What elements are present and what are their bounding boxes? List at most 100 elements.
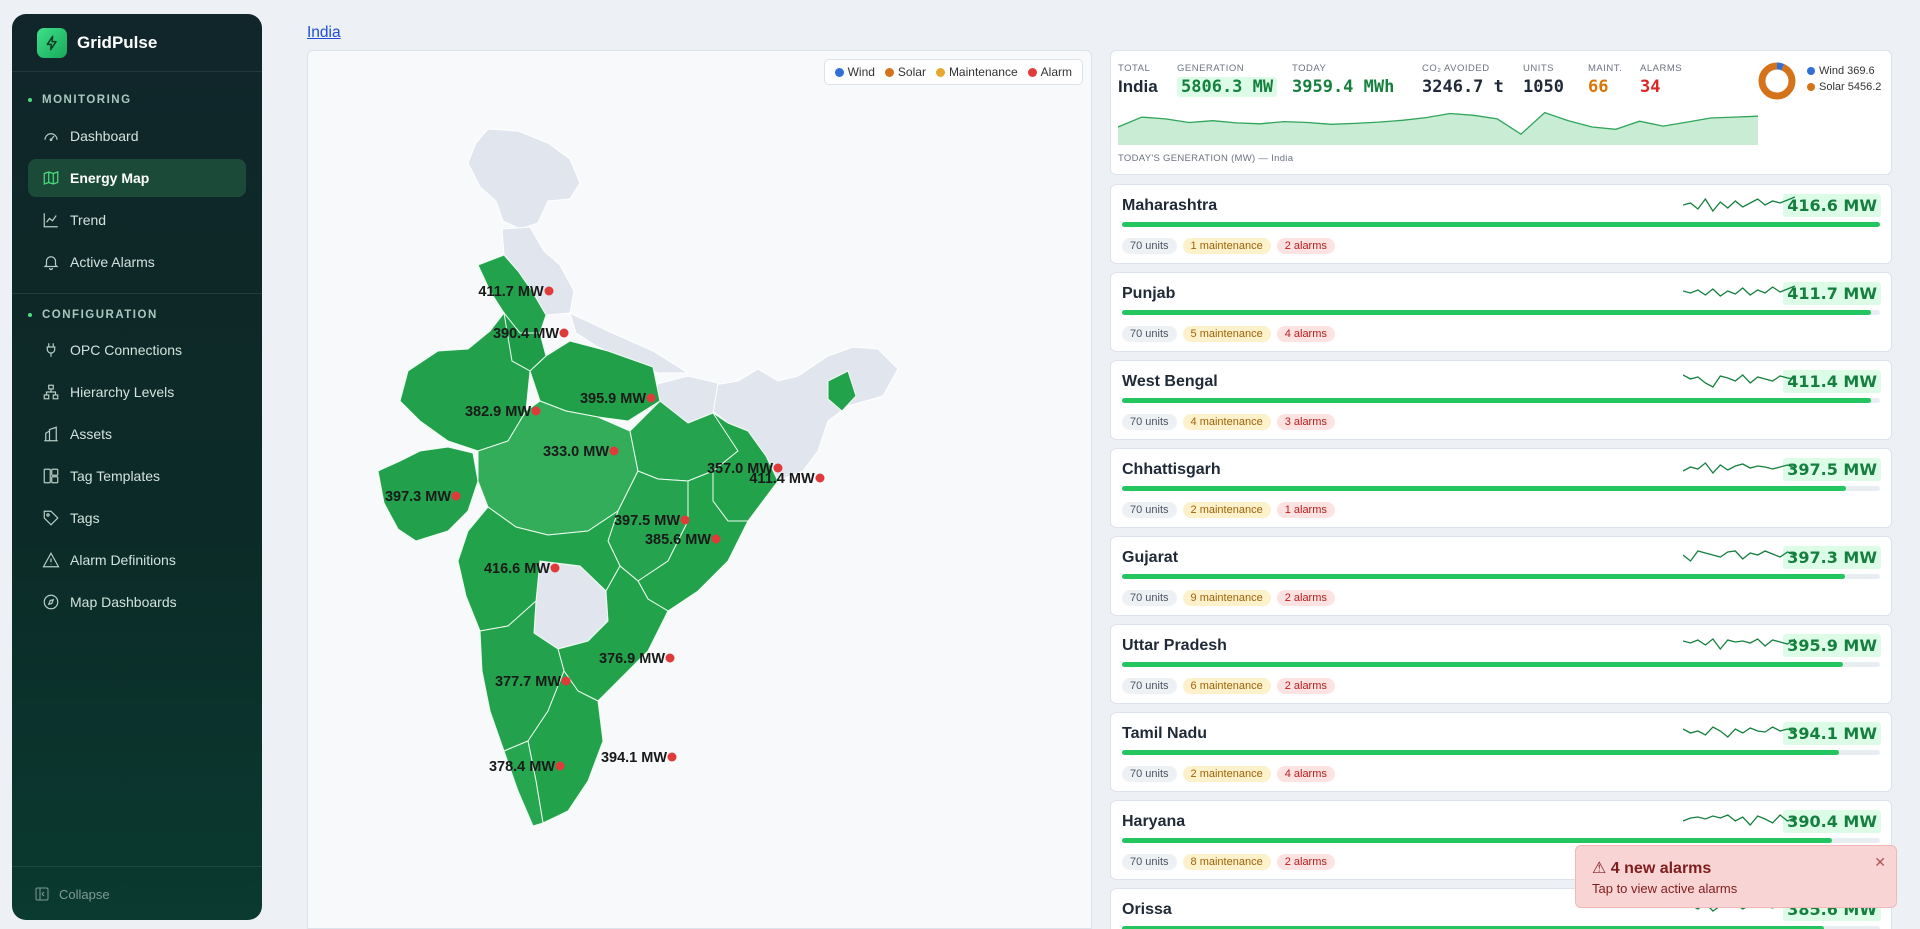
generation-line xyxy=(1118,111,1758,136)
close-icon[interactable]: ✕ xyxy=(1874,854,1886,870)
alarm-marker-11[interactable] xyxy=(665,653,675,663)
map-label-7[interactable]: 397.3 MW xyxy=(385,489,451,505)
stat-co2: CO₂ AVOIDED 3246.7 t xyxy=(1422,63,1504,97)
sidebar-item-assets[interactable]: Assets xyxy=(28,415,246,453)
map-label-14[interactable]: 378.4 MW xyxy=(489,759,555,775)
state-name: Uttar Pradesh xyxy=(1122,637,1227,654)
alarm-marker-2[interactable] xyxy=(531,406,541,416)
sidebar-item-energy-map[interactable]: Energy Map xyxy=(28,159,246,197)
hierarchy-icon xyxy=(43,384,59,400)
collapse-icon xyxy=(35,887,49,901)
alarms-chip: 4 alarms xyxy=(1276,766,1335,782)
legend-wind[interactable]: Wind xyxy=(834,65,875,79)
generation-bar xyxy=(1122,574,1880,579)
map-label-5[interactable]: 357.0 MW xyxy=(707,461,773,477)
map-label-13[interactable]: 394.1 MW xyxy=(601,750,667,766)
energy-map[interactable]: 411.7 MW 390.4 MW 382.9 MW 395.9 MW 333.0 MW… xyxy=(307,50,1092,929)
map-label-11[interactable]: 376.9 MW xyxy=(599,651,665,667)
state-chips: 70 units 5 maintenance 4 alarms xyxy=(1122,326,1335,342)
alarm-toast[interactable]: ⚠ 4 new alarms Tap to view active alarms… xyxy=(1575,845,1897,908)
state-card[interactable]: Chhattisgarh 397.5 MW 70 units 2 maintenanc… xyxy=(1110,448,1892,528)
alarm-marker-0[interactable] xyxy=(544,286,554,296)
alarms-chip: 2 alarms xyxy=(1276,854,1335,870)
stat-units: UNITS 1050 xyxy=(1523,63,1564,97)
alarm-marker-1[interactable] xyxy=(559,328,569,338)
state-list: Maharashtra 416.6 MW 70 units 1 maintenance… xyxy=(1110,184,1892,929)
state-sparkline xyxy=(1683,285,1795,297)
state-name: Haryana xyxy=(1122,813,1186,830)
state-name: Tamil Nadu xyxy=(1122,725,1208,742)
andhra-region xyxy=(557,565,669,702)
map-label-3[interactable]: 395.9 MW xyxy=(580,391,646,407)
maintenance-chip: 4 maintenance xyxy=(1182,414,1271,430)
summary-card: TOTAL India GENERATION 5806.3 MW TODAY 3… xyxy=(1110,50,1892,175)
brand[interactable]: GridPulse xyxy=(12,14,262,72)
state-card[interactable]: Maharashtra 416.6 MW 70 units 1 maintenance… xyxy=(1110,184,1892,264)
map-label-0[interactable]: 411.7 MW xyxy=(478,284,544,300)
generation-area xyxy=(1118,112,1758,145)
sidebar-item-alarm-definitions[interactable]: Alarm Definitions xyxy=(28,541,246,579)
state-card[interactable]: Uttar Pradesh 395.9 MW 70 units 6 maintenan… xyxy=(1110,624,1892,704)
state-card[interactable]: West Bengal 411.4 MW 70 units 4 maintenance… xyxy=(1110,360,1892,440)
state-mw: 397.3 MW xyxy=(1783,546,1881,569)
alarm-marker-3[interactable] xyxy=(646,393,656,403)
map-label-9[interactable]: 385.6 MW xyxy=(645,532,711,548)
sidebar-item-map-dashboards[interactable]: Map Dashboards xyxy=(28,583,246,621)
sidebar-item-tags[interactable]: Tags xyxy=(28,499,246,537)
sidebar-item-trend[interactable]: Trend xyxy=(28,201,246,239)
alarm-marker-12[interactable] xyxy=(561,676,571,686)
sidebar-item-opc-connections[interactable]: OPC Connections xyxy=(28,331,246,369)
alarm-marker-8[interactable] xyxy=(680,515,690,525)
state-mw: 411.4 MW xyxy=(1783,370,1881,393)
state-sparkline xyxy=(1683,814,1795,826)
map-label-10[interactable]: 416.6 MW xyxy=(484,561,550,577)
alarm-marker-7[interactable] xyxy=(451,491,461,501)
sidebar-item-tag-templates[interactable]: Tag Templates xyxy=(28,457,246,495)
orissa-region xyxy=(637,470,749,612)
warning-icon xyxy=(42,552,60,568)
section-title-monitoring: MONITORING xyxy=(28,94,132,106)
units-chip: 70 units xyxy=(1122,414,1177,430)
sidebar-item-active-alarms[interactable]: Active Alarms xyxy=(28,243,246,281)
sidebar-item-dashboard[interactable]: Dashboard xyxy=(28,117,246,155)
alarm-marker-5[interactable] xyxy=(773,463,783,473)
generation-bar xyxy=(1122,838,1880,843)
trend-icon xyxy=(43,213,58,228)
units-chip: 70 units xyxy=(1122,766,1177,782)
india-map[interactable] xyxy=(308,51,1092,929)
legend-alarm[interactable]: Alarm xyxy=(1027,65,1072,79)
maintenance-chip: 2 maintenance xyxy=(1182,502,1271,518)
legend-solar[interactable]: Solar xyxy=(884,65,926,79)
toast-title: 4 new alarms xyxy=(1610,860,1712,877)
legend-maintenance[interactable]: Maintenance xyxy=(935,65,1018,79)
state-card[interactable]: Punjab 411.7 MW 70 units 5 maintenance 4 ala… xyxy=(1110,272,1892,352)
map-label-1[interactable]: 390.4 MW xyxy=(493,326,559,342)
map-label-4[interactable]: 333.0 MW xyxy=(543,444,609,460)
state-chips: 70 units 4 maintenance 3 alarms xyxy=(1122,414,1335,430)
alarm-marker-10[interactable] xyxy=(550,563,560,573)
breadcrumb-india[interactable]: India xyxy=(307,24,341,41)
maharashtra-region xyxy=(457,506,621,632)
alarm-marker-13[interactable] xyxy=(667,752,677,762)
state-card[interactable]: Haryana 390.4 MW 70 units 8 maintenance 2 al… xyxy=(1110,800,1892,880)
map-label-12[interactable]: 377.7 MW xyxy=(495,674,561,690)
sidebar-item-hierarchy-levels[interactable]: Hierarchy Levels xyxy=(28,373,246,411)
alarm-marker-9[interactable] xyxy=(711,534,721,544)
stat-maintenance: MAINT. 66 xyxy=(1588,63,1623,97)
generation-chart xyxy=(1118,111,1758,145)
units-chip: 70 units xyxy=(1122,854,1177,870)
tripura-region xyxy=(827,370,857,412)
alarm-marker-6[interactable] xyxy=(815,473,825,483)
maintenance-chip: 9 maintenance xyxy=(1182,590,1271,606)
alarm-marker-4[interactable] xyxy=(609,446,619,456)
collapse-button[interactable]: Collapse xyxy=(34,886,110,902)
units-chip: 70 units xyxy=(1122,502,1177,518)
state-card[interactable]: Gujarat 397.3 MW 70 units 9 maintenance 2 al… xyxy=(1110,536,1892,616)
map-label-6[interactable]: 411.4 MW xyxy=(749,471,815,487)
map-label-2[interactable]: 382.9 MW xyxy=(465,404,531,420)
map-label-8[interactable]: 397.5 MW xyxy=(614,513,680,529)
alarm-marker-14[interactable] xyxy=(555,761,565,771)
state-card[interactable]: Tamil Nadu 394.1 MW 70 units 2 maintenance 4… xyxy=(1110,712,1892,792)
state-name: Orissa xyxy=(1122,901,1172,918)
state-chips: 70 units 9 maintenance 2 alarms xyxy=(1122,590,1335,606)
